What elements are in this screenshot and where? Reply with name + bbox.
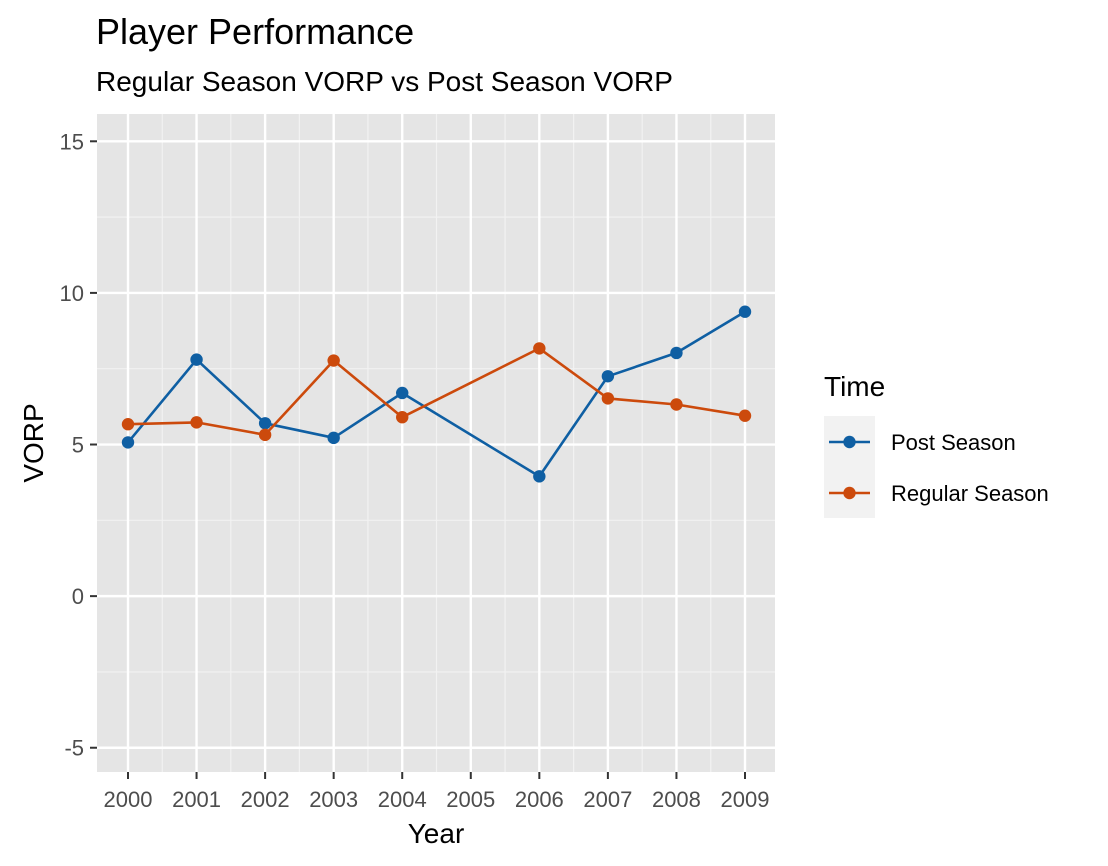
series-regular-season (121, 342, 752, 442)
series-layer (121, 305, 752, 483)
legend-key-point (843, 435, 856, 449)
data-point (738, 305, 752, 318)
y-tick-label: 10 (60, 281, 84, 306)
data-point (396, 386, 409, 400)
x-tick-label: 2008 (652, 787, 701, 812)
legend-items: Post Season Regular Season (829, 430, 1049, 506)
data-point (738, 409, 752, 422)
data-point (327, 431, 340, 445)
legend-item: Regular Season (829, 481, 1049, 506)
data-point (258, 428, 272, 442)
legend-keys-background (824, 416, 875, 518)
y-tick-label: 15 (60, 129, 84, 154)
chart-title: Player Performance (96, 11, 414, 52)
legend-label: Post Season (891, 430, 1016, 455)
legend: Time Post Season Regular Season (824, 371, 1049, 518)
x-tick-label: 2007 (583, 787, 632, 812)
x-tick-label: 2003 (309, 787, 358, 812)
y-axis-ticks: -5 0 5 10 15 (60, 129, 97, 761)
data-point (121, 436, 135, 449)
legend-key-point (843, 486, 856, 500)
x-tick-label: 2006 (515, 787, 564, 812)
x-axis-ticks: 2000 2001 2002 2003 2004 2005 2006 2007 2008 2009 (104, 772, 770, 812)
y-tick-label: -5 (64, 736, 84, 761)
legend-title: Time (824, 371, 885, 402)
data-point (601, 392, 615, 405)
x-tick-label: 2000 (104, 787, 153, 812)
series-post-season (121, 305, 752, 483)
legend-item: Post Season (829, 430, 1016, 455)
x-tick-label: 2005 (446, 787, 495, 812)
x-tick-label: 2002 (241, 787, 290, 812)
data-point (190, 416, 203, 429)
data-point (258, 417, 272, 430)
data-point (670, 346, 683, 360)
x-tick-label: 2004 (378, 787, 427, 812)
data-point (533, 342, 546, 355)
data-point (601, 370, 615, 383)
data-point (396, 411, 409, 424)
legend-label: Regular Season (891, 481, 1049, 506)
y-axis-title: VORP (18, 403, 49, 482)
data-point (327, 354, 340, 367)
grid-minor (97, 114, 775, 772)
data-point (190, 353, 203, 366)
chart-subtitle: Regular Season VORP vs Post Season VORP (96, 66, 673, 97)
data-point (121, 418, 135, 431)
y-tick-label: 0 (72, 584, 84, 609)
x-tick-label: 2009 (721, 787, 770, 812)
data-point (533, 470, 546, 483)
x-tick-label: 2001 (172, 787, 221, 812)
data-point (670, 398, 683, 411)
y-tick-label: 5 (72, 433, 84, 458)
x-axis-title: Year (408, 818, 465, 849)
